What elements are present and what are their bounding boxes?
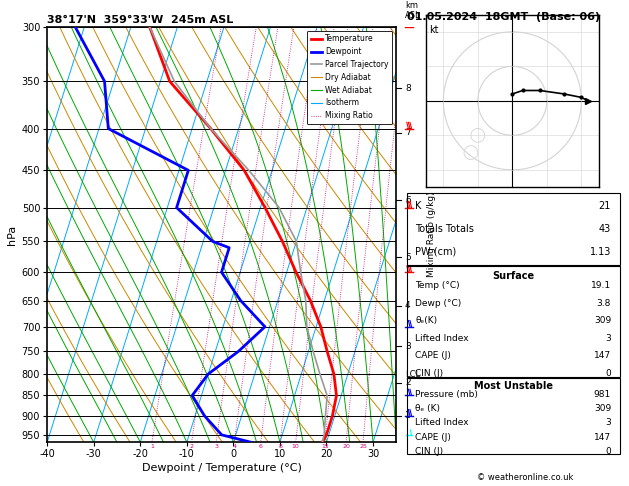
Text: Lifted Index: Lifted Index — [416, 334, 469, 343]
Text: Lifted Index: Lifted Index — [416, 418, 469, 427]
Text: 147: 147 — [594, 351, 611, 360]
Text: 1: 1 — [150, 444, 154, 450]
Text: θₑ (K): θₑ (K) — [416, 404, 440, 413]
Text: 7: 7 — [405, 128, 411, 138]
Text: 309: 309 — [594, 404, 611, 413]
Text: K: K — [416, 201, 422, 211]
X-axis label: Dewpoint / Temperature (°C): Dewpoint / Temperature (°C) — [142, 463, 302, 473]
Text: 6: 6 — [259, 444, 263, 450]
Text: 1.13: 1.13 — [589, 247, 611, 257]
Text: 3: 3 — [605, 418, 611, 427]
Text: 1: 1 — [405, 411, 411, 420]
Text: θₑ(K): θₑ(K) — [416, 316, 438, 325]
Text: 2: 2 — [405, 378, 411, 387]
Text: 8: 8 — [278, 444, 282, 450]
Text: 0: 0 — [605, 447, 611, 456]
Text: 8: 8 — [405, 84, 411, 93]
Text: 5: 5 — [405, 253, 411, 261]
Text: 2: 2 — [189, 444, 194, 450]
Text: 147: 147 — [594, 433, 611, 442]
Text: 38°17'N  359°33'W  245m ASL: 38°17'N 359°33'W 245m ASL — [47, 15, 233, 25]
Text: 3.8: 3.8 — [597, 299, 611, 308]
Text: Pressure (mb): Pressure (mb) — [416, 390, 478, 399]
Text: © weatheronline.co.uk: © weatheronline.co.uk — [477, 473, 574, 482]
Text: Dewp (°C): Dewp (°C) — [416, 299, 462, 308]
Text: 10: 10 — [292, 444, 299, 450]
Text: CIN (J): CIN (J) — [416, 369, 443, 378]
Text: 4: 4 — [405, 301, 411, 311]
Text: Temp (°C): Temp (°C) — [416, 281, 460, 290]
Text: CAPE (J): CAPE (J) — [416, 351, 452, 360]
Text: km
ASL: km ASL — [405, 1, 421, 20]
Text: 19.1: 19.1 — [591, 281, 611, 290]
Text: 0: 0 — [605, 369, 611, 378]
Legend: Temperature, Dewpoint, Parcel Trajectory, Dry Adiabat, Wet Adiabat, Isotherm, Mi: Temperature, Dewpoint, Parcel Trajectory… — [307, 31, 392, 124]
Text: Most Unstable: Most Unstable — [474, 381, 553, 391]
Text: 21: 21 — [599, 201, 611, 211]
Text: 981: 981 — [594, 390, 611, 399]
Text: LCL: LCL — [405, 369, 420, 379]
Text: PW (cm): PW (cm) — [416, 247, 457, 257]
Text: 4: 4 — [232, 444, 237, 450]
Text: 6: 6 — [405, 196, 411, 205]
Text: 3: 3 — [605, 334, 611, 343]
Text: 3: 3 — [214, 444, 218, 450]
Text: kt: kt — [430, 25, 439, 35]
Text: 43: 43 — [599, 224, 611, 234]
Text: Totals Totals: Totals Totals — [416, 224, 474, 234]
Text: 309: 309 — [594, 316, 611, 325]
Y-axis label: hPa: hPa — [8, 225, 18, 244]
Text: 25: 25 — [359, 444, 367, 450]
Text: 3: 3 — [405, 342, 411, 351]
Text: Mixing Ratio (g/kg): Mixing Ratio (g/kg) — [426, 191, 436, 278]
Text: CIN (J): CIN (J) — [416, 447, 443, 456]
Text: Surface: Surface — [493, 271, 534, 281]
Text: 15: 15 — [321, 444, 328, 450]
Text: 01.05.2024  18GMT  (Base: 06): 01.05.2024 18GMT (Base: 06) — [407, 12, 600, 22]
Text: 20: 20 — [342, 444, 350, 450]
Text: CAPE (J): CAPE (J) — [416, 433, 452, 442]
